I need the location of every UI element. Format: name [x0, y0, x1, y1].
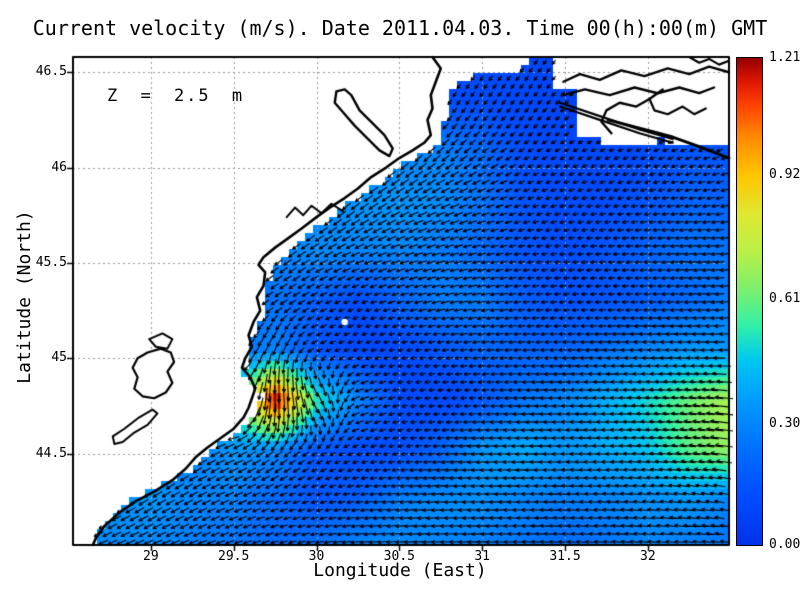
colorbar-tick-label: 0.30: [769, 416, 800, 432]
depth-annotation: Z = 2.5 m: [107, 86, 245, 106]
x-tick-label: 29.5: [218, 549, 250, 564]
colorbar-tick-label: 0.61: [769, 291, 800, 307]
y-axis-label: Latitude (North): [14, 210, 35, 384]
colorbar-tick-label: 0.00: [769, 537, 800, 552]
y-tick-label: 44.5: [35, 445, 67, 461]
y-tick-label: 45: [51, 350, 67, 366]
y-tick-label: 45.5: [35, 254, 67, 270]
colorbar: [736, 57, 763, 546]
x-tick-label: 31: [474, 549, 490, 564]
x-axis-label: Longitude (East): [313, 560, 487, 581]
y-tick-label: 46: [51, 159, 67, 175]
colorbar-tick-label: 1.21: [769, 50, 800, 65]
y-tick-label: 46.5: [35, 64, 67, 80]
x-tick-label: 30.5: [383, 549, 415, 564]
x-tick-label: 32: [640, 549, 656, 564]
colorbar-tick-label: 0.92: [769, 166, 800, 182]
x-tick-label: 31.5: [549, 549, 581, 564]
x-tick-label: 30: [308, 549, 325, 564]
x-tick-label: 29: [143, 549, 159, 564]
